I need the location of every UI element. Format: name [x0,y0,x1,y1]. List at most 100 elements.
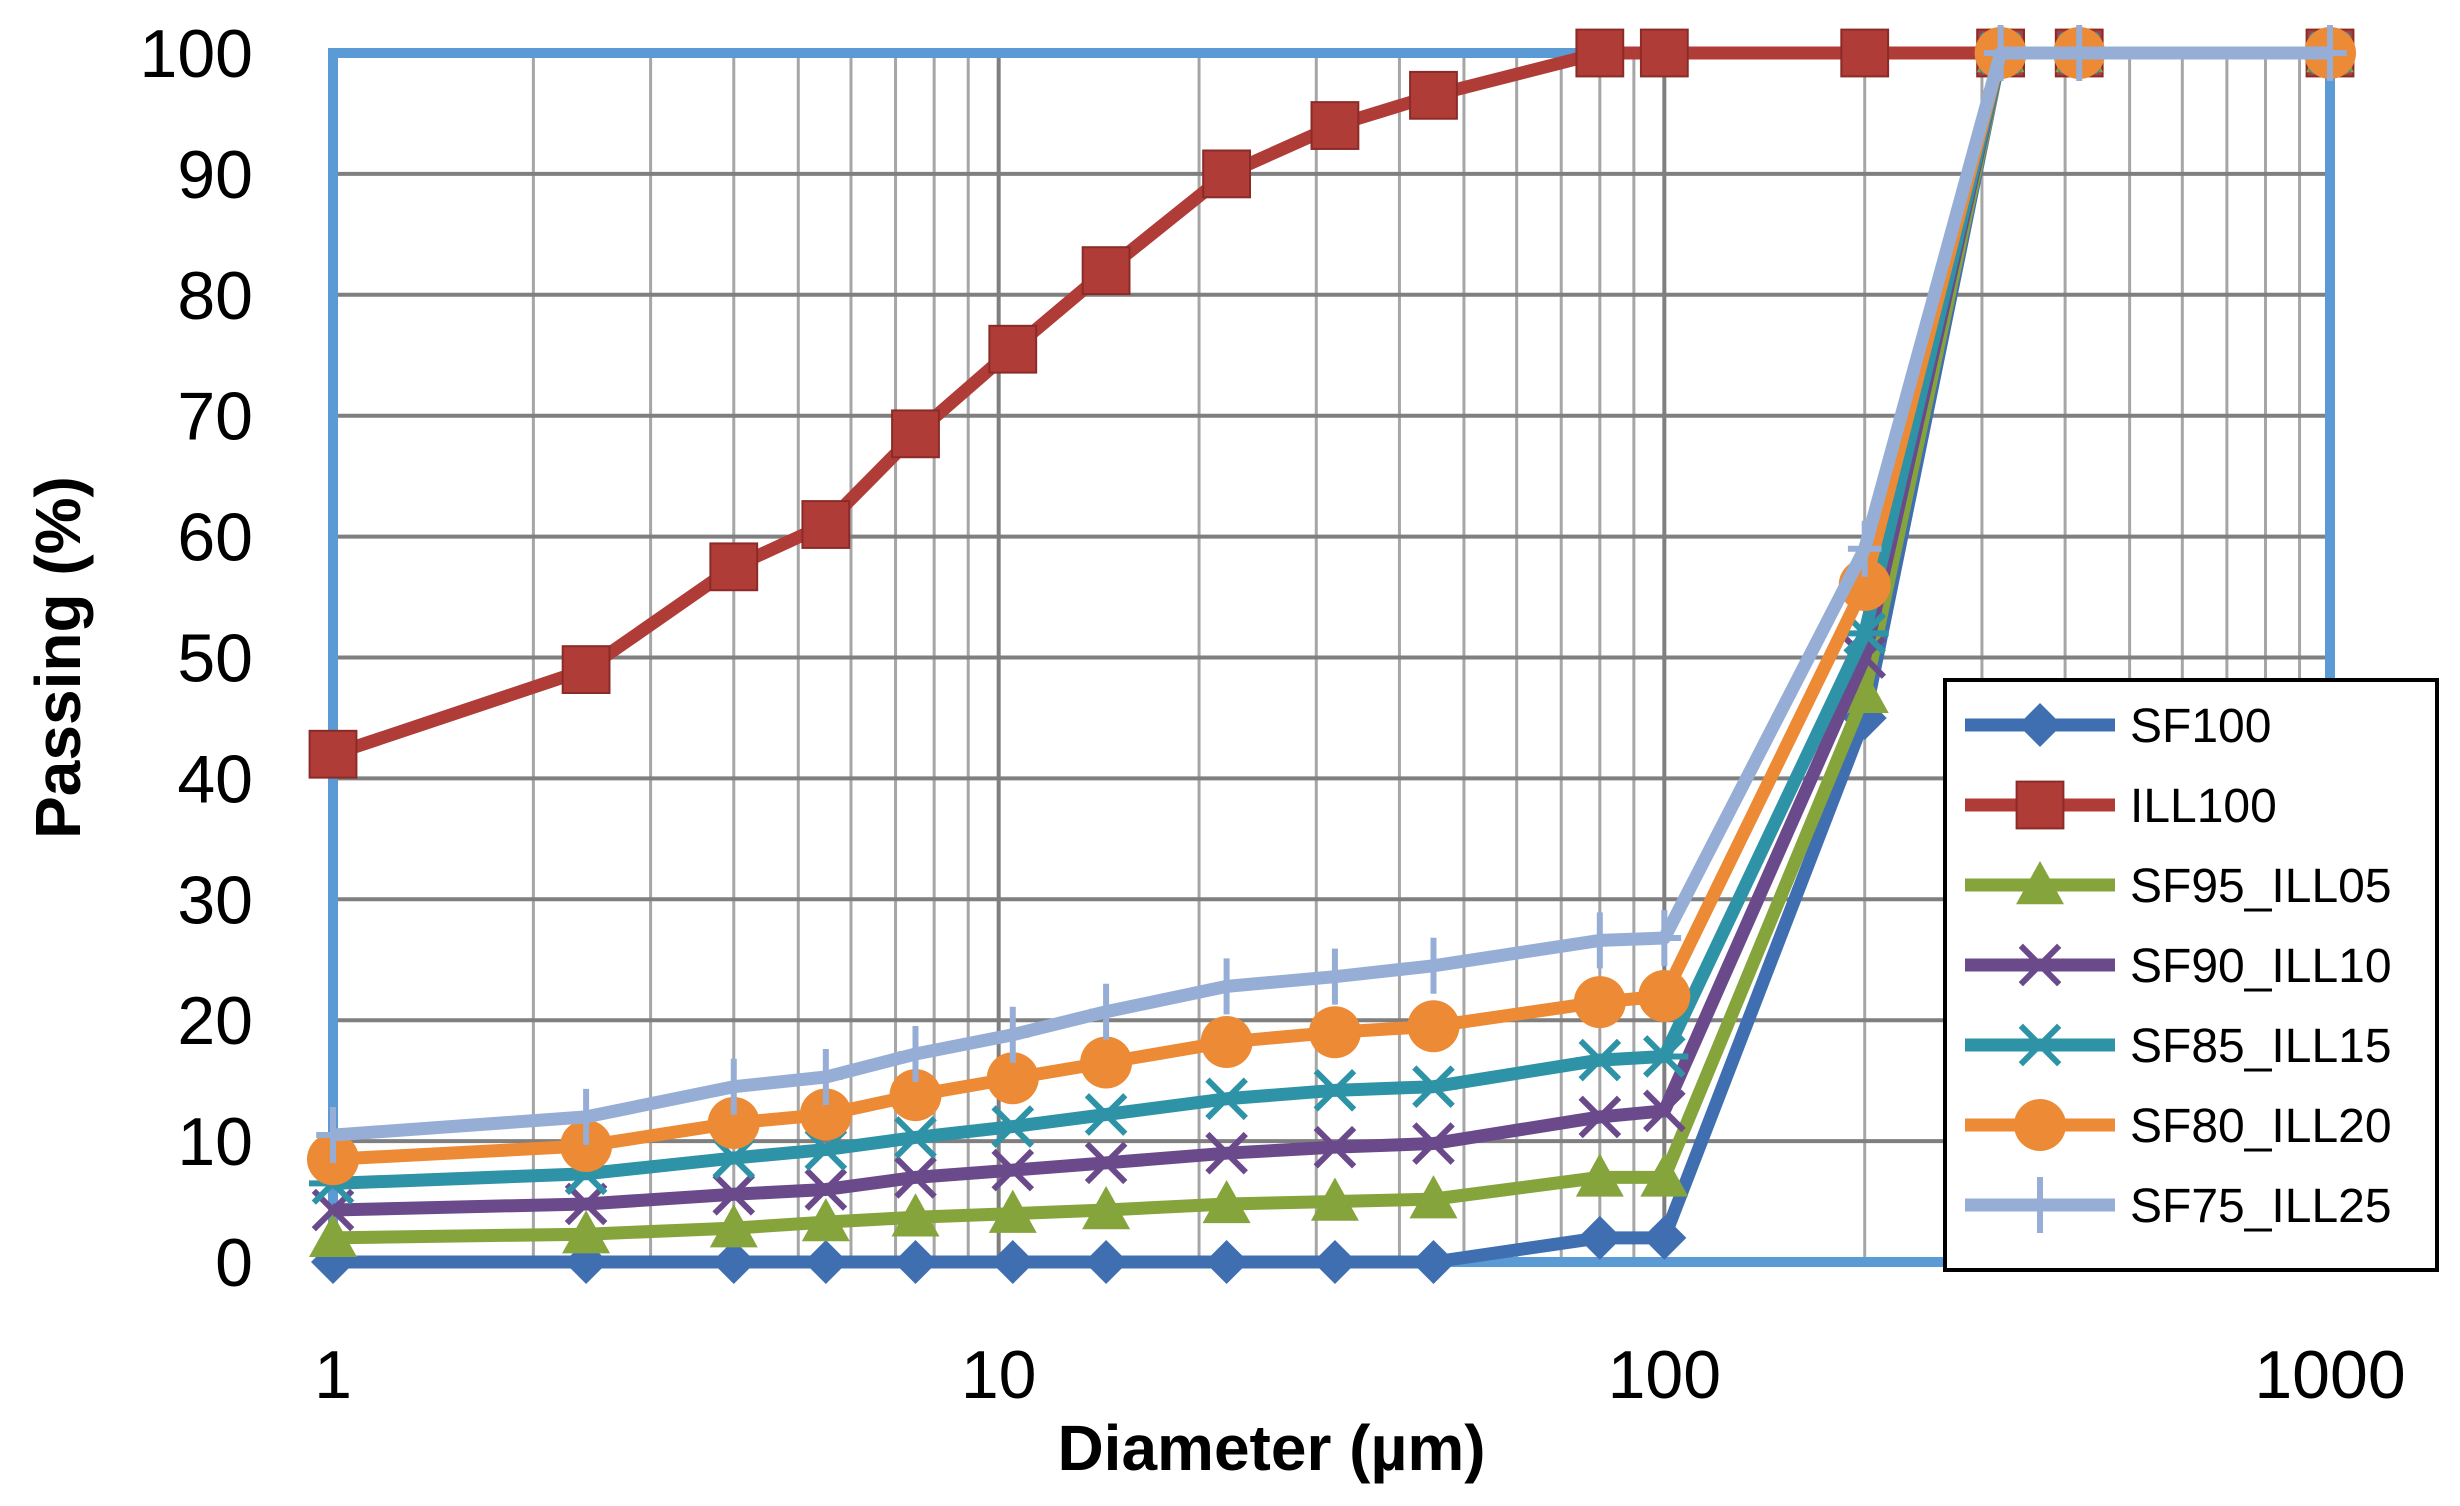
data-point [1642,1215,1687,1260]
legend-label: SF75_ILL25 [2130,1180,2392,1233]
legend-entry: SF80_ILL20 [1965,1099,2392,1153]
data-point [801,1198,850,1242]
y-tick-label: 30 [177,862,253,938]
data-point [569,1088,603,1145]
data-point [709,1204,758,1248]
series-layer [307,25,2356,1284]
y-tick-label: 20 [177,983,253,1059]
data-point [1084,1141,1128,1185]
data-point [1080,1036,1133,1089]
data-point [1310,1068,1359,1112]
legend-swatch-marker [2016,1023,2064,1067]
legend-swatch-marker [2023,1177,2057,1233]
y-axis-tick-labels: 0 10 20 30 40 50 60 70 80 90 100 [140,16,253,1301]
y-tick-label: 0 [215,1225,253,1301]
legend-label: SF90_ILL10 [2130,940,2392,993]
data-point [1575,1153,1624,1197]
x-tick-label: 1 [314,1337,352,1413]
legend-swatch-marker [2014,1099,2066,1151]
data-point [988,1105,1037,1148]
data-point [2062,25,2097,81]
legend-label: SF80_ILL20 [2130,1100,2392,1153]
legend-entry: SF90_ILL10 [1965,940,2392,993]
data-point [1578,1095,1622,1139]
data-point [1575,28,1625,78]
data-point [309,1213,357,1258]
legend-entry: SF85_ILL15 [1965,1020,2392,1073]
data-point [707,1096,760,1149]
data-point [1643,1089,1686,1133]
data-point [1318,948,1352,1005]
data-point [711,1240,756,1284]
data-point [891,1193,940,1237]
data-point [1409,1065,1458,1109]
data-point [1084,1240,1129,1284]
data-point [1409,1175,1458,1219]
y-tick-label: 60 [177,500,253,576]
series-ILL100 [308,28,2355,779]
data-point [1983,25,2018,81]
data-point [1308,1006,1361,1059]
data-point [1638,970,1691,1023]
data-point [1577,1215,1622,1260]
data-point [1412,1122,1455,1165]
data-point [986,1052,1039,1105]
data-point [1200,1015,1253,1068]
x-axis-tick-labels: 1 10 100 1000 [314,1337,2406,1413]
data-point [1209,958,1244,1015]
data-point [809,1049,843,1106]
y-tick-label: 80 [177,258,253,334]
data-point [891,409,940,459]
data-point [803,1240,848,1284]
data-point [804,1168,848,1211]
x-tick-label: 100 [1608,1337,1721,1413]
data-point [988,324,1038,374]
data-point [560,1119,613,1172]
data-point [893,1240,938,1284]
data-point [1575,1038,1624,1082]
data-point [1082,1093,1131,1136]
legend-entry: SF75_ILL25 [1965,1177,2392,1233]
data-point [889,1069,942,1122]
data-point [1573,976,1626,1029]
data-point [990,1240,1035,1284]
data-point [991,1148,1035,1192]
data-point [561,645,611,694]
series-line [330,46,2330,761]
data-point [562,1210,611,1254]
data-point [995,1006,1030,1063]
data-point [1840,669,1889,713]
data-point [1312,1240,1357,1284]
data-point [1081,246,1131,296]
data-point [1089,983,1123,1040]
y-axis-title: Passing (%) [22,476,94,839]
data-point [1411,1240,1456,1284]
data-point [1409,70,1458,120]
y-tick-label: 50 [177,621,253,697]
x-tick-label: 10 [961,1337,1037,1413]
data-point [1416,937,1451,994]
data-point [1639,28,1689,78]
x-axis-title: Diameter (µm) [1057,1412,1485,1484]
data-point [308,729,358,779]
y-tick-label: 100 [140,16,253,92]
data-point [988,1189,1037,1233]
data-point [1840,28,1890,78]
series-SF75_ILL25 [316,25,2347,1164]
legend-swatch-marker [2018,943,2062,987]
data-point [898,1026,933,1083]
data-point [1407,1000,1460,1053]
data-point [1583,912,1617,969]
legend-entry: ILL100 [1965,780,2277,833]
data-point [2313,25,2347,81]
data-point [1647,909,1682,966]
data-point [1640,1153,1689,1197]
data-point [1313,1125,1357,1169]
data-point [1310,1177,1359,1221]
data-point [1202,1077,1251,1121]
data-point [891,1116,940,1159]
y-tick-label: 10 [177,1104,253,1180]
data-point [564,1182,608,1226]
legend-entry: SF95_ILL05 [1965,860,2392,913]
x-tick-label: 1000 [2254,1337,2405,1413]
